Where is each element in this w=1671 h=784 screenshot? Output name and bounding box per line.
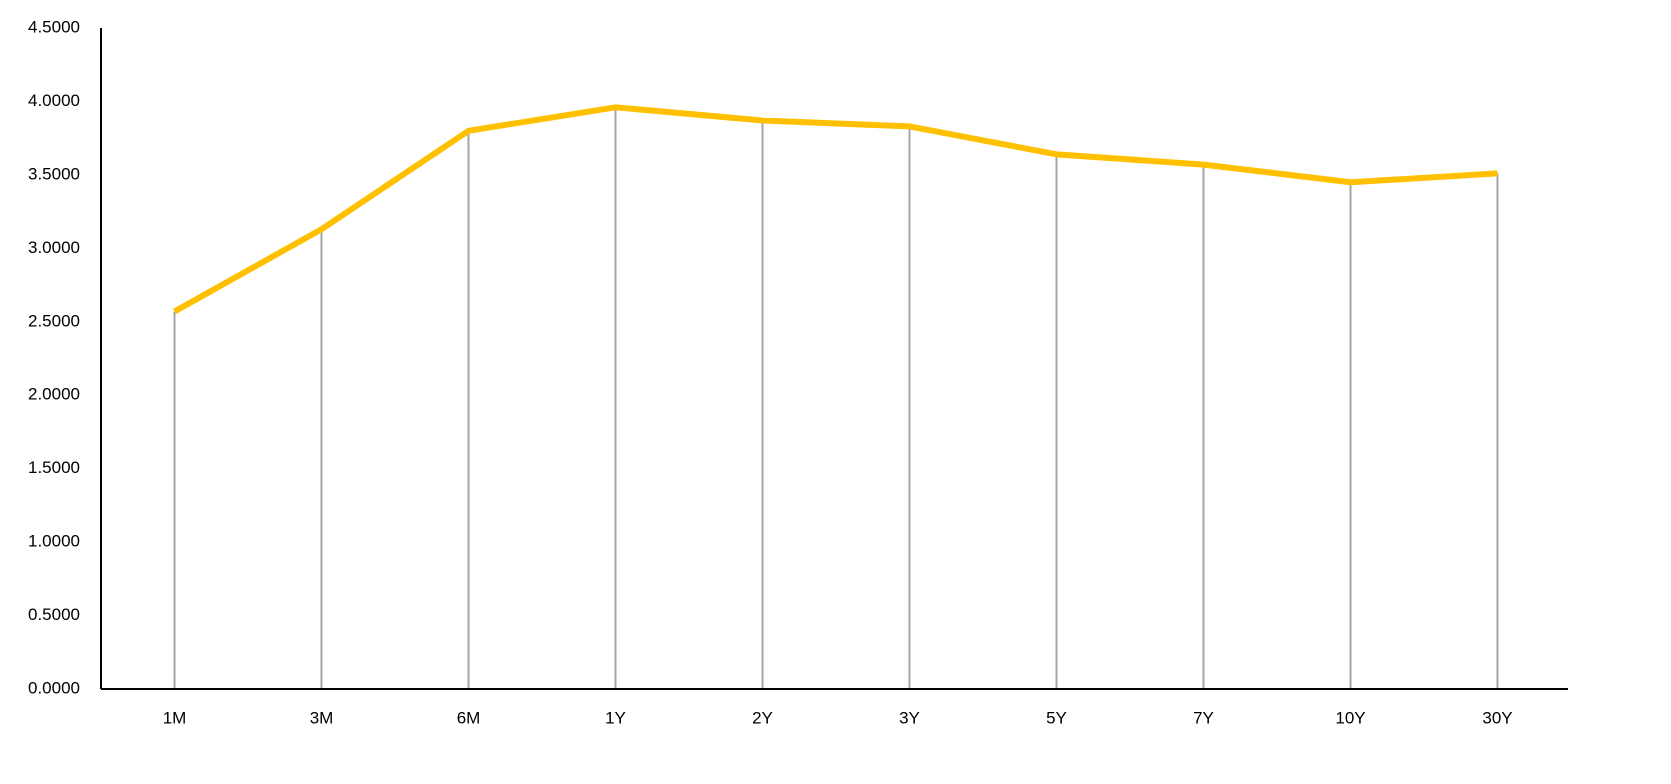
x-tick-label: 2Y (752, 708, 773, 727)
y-tick-label: 1.0000 (28, 532, 80, 551)
y-tick-label: 2.5000 (28, 311, 80, 330)
x-tick-label: 1M (163, 708, 187, 727)
x-tick-label: 3M (310, 708, 334, 727)
y-tick-label: 3.0000 (28, 238, 80, 257)
y-tick-label: 3.5000 (28, 164, 80, 183)
x-tick-label: 30Y (1482, 708, 1512, 727)
x-tick-label: 1Y (605, 708, 626, 727)
x-tick-label: 7Y (1193, 708, 1214, 727)
x-tick-label: 6M (457, 708, 481, 727)
y-tick-label: 0.0000 (28, 678, 80, 697)
line-series (173, 104, 1498, 315)
y-tick-label: 1.5000 (28, 458, 80, 477)
x-tick-label: 5Y (1046, 708, 1067, 727)
y-tick-label: 4.0000 (28, 91, 80, 110)
y-tick-label: 2.0000 (28, 385, 80, 404)
y-tick-label: 0.5000 (28, 605, 80, 624)
x-tick-label: 10Y (1335, 708, 1365, 727)
y-tick-label: 4.5000 (28, 17, 80, 36)
x-tick-label: 3Y (899, 708, 920, 727)
